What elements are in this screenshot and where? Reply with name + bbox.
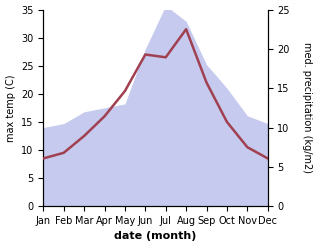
X-axis label: date (month): date (month) [114,231,197,242]
Y-axis label: max temp (C): max temp (C) [5,74,16,142]
Y-axis label: med. precipitation (kg/m2): med. precipitation (kg/m2) [302,42,313,173]
